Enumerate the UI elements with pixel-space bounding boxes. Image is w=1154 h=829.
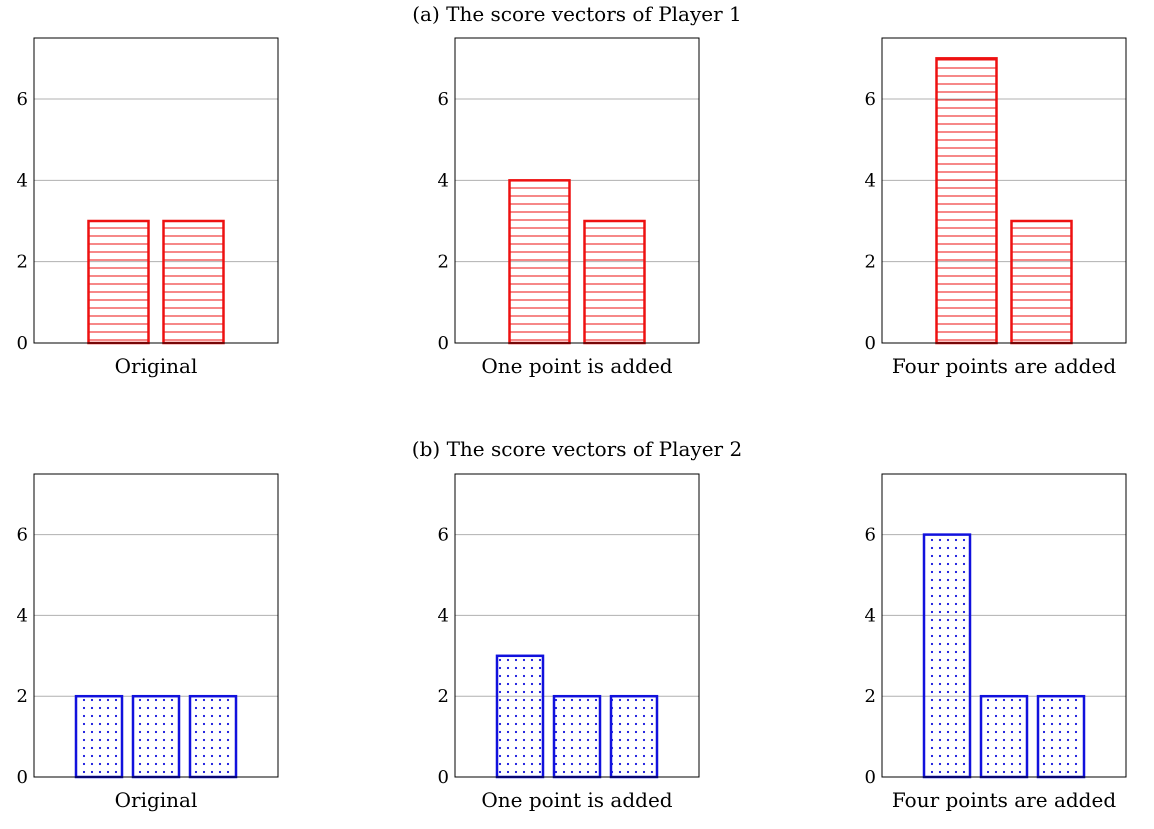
bar-2 xyxy=(1010,219,1073,345)
chart-panel-1-1: 0 2 4 6 One point is added xyxy=(438,473,700,812)
chart-panel-1-2: 0 2 4 6 Four points are added xyxy=(865,473,1127,812)
plot-frame xyxy=(33,37,279,344)
bar-2 xyxy=(162,219,225,345)
bar-3 xyxy=(609,694,659,779)
y-tick-label: 2 xyxy=(17,252,28,273)
y-tick-label: 6 xyxy=(438,525,449,546)
y-tick-label: 6 xyxy=(17,525,28,546)
bar-1 xyxy=(74,694,124,779)
player-1-chart-group: (a) The score vectors of Player 1 0 2 4 6 Or… xyxy=(17,2,1127,378)
y-tick-label: 0 xyxy=(17,767,28,788)
bar-2 xyxy=(979,694,1029,779)
chart-panel-0-1: 0 2 4 6 One point is added xyxy=(438,37,700,378)
y-tick-label: 0 xyxy=(865,333,876,354)
bar-1 xyxy=(495,654,545,779)
plot-frame xyxy=(454,473,700,778)
y-tick-label: 4 xyxy=(865,605,876,626)
y-tick-label: 6 xyxy=(865,525,876,546)
player-2-chart-group: (b) The score vectors of Player 2 0 2 4 6 Or… xyxy=(17,437,1127,812)
x-axis-label: One point is added xyxy=(481,788,672,812)
y-tick-label: 4 xyxy=(865,170,876,191)
bar-2 xyxy=(583,219,646,345)
y-tick-label: 2 xyxy=(17,686,28,707)
bar-2 xyxy=(552,694,602,779)
y-tick-label: 2 xyxy=(438,686,449,707)
y-tick-label: 4 xyxy=(438,605,449,626)
x-axis-label: Four points are added xyxy=(892,788,1116,812)
bar-1 xyxy=(508,179,571,345)
plot-frame xyxy=(454,37,700,344)
bar-1 xyxy=(935,57,998,345)
x-axis-label: One point is added xyxy=(481,354,672,378)
plot-frame xyxy=(881,37,1127,344)
x-axis-label: Original xyxy=(115,354,198,378)
y-tick-label: 6 xyxy=(438,89,449,110)
y-tick-label: 0 xyxy=(17,333,28,354)
y-tick-label: 2 xyxy=(865,686,876,707)
bar-2 xyxy=(131,694,181,779)
y-tick-label: 0 xyxy=(438,767,449,788)
plot-frame xyxy=(33,473,279,778)
chart-panel-0-2: 0 2 4 6 Four points are added xyxy=(865,37,1127,378)
y-tick-label: 6 xyxy=(17,89,28,110)
y-tick-label: 2 xyxy=(865,252,876,273)
y-tick-label: 0 xyxy=(865,767,876,788)
y-tick-label: 4 xyxy=(438,170,449,191)
y-tick-label: 4 xyxy=(17,605,28,626)
x-axis-label: Original xyxy=(115,788,198,812)
y-tick-label: 0 xyxy=(438,333,449,354)
bar-1 xyxy=(922,533,972,779)
y-tick-label: 6 xyxy=(865,89,876,110)
bar-3 xyxy=(1036,694,1086,779)
plot-frame xyxy=(881,473,1127,778)
bar-3 xyxy=(188,694,238,779)
group-title-player-2: (b) The score vectors of Player 2 xyxy=(412,437,742,461)
x-axis-label: Four points are added xyxy=(892,354,1116,378)
chart-panel-1-0: 0 2 4 6 Original xyxy=(17,473,279,812)
y-tick-label: 2 xyxy=(438,252,449,273)
bar-1 xyxy=(87,219,150,345)
y-tick-label: 4 xyxy=(17,170,28,191)
group-title-player-1: (a) The score vectors of Player 1 xyxy=(412,2,742,26)
chart-panel-0-0: 0 2 4 6 Original xyxy=(17,37,279,378)
